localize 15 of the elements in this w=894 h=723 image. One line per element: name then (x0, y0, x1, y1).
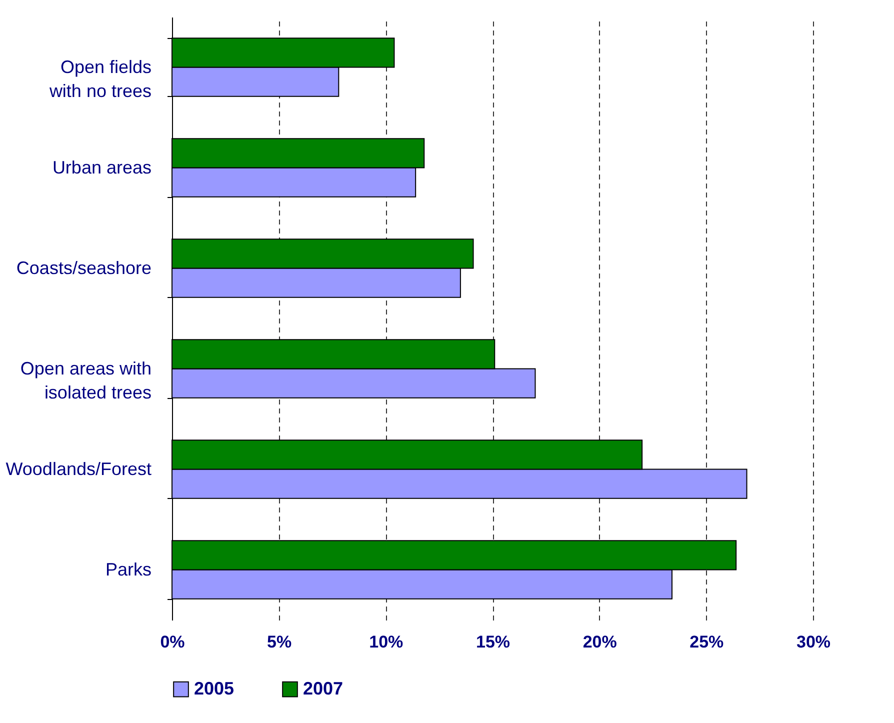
legend-label: 2007 (303, 678, 344, 698)
legend-label: 2005 (194, 678, 234, 698)
x-tick-label: 20% (582, 632, 617, 652)
y-tick-label: Urban areas (52, 157, 152, 178)
x-tick-label: 5% (267, 632, 292, 652)
x-tick-label: 25% (690, 632, 724, 652)
y-tick-label: Open areas with isolated trees (20, 358, 152, 402)
y-tick-label: Coasts/seashore (16, 258, 152, 278)
x-tick-label: 30% (796, 632, 831, 652)
y-tick-label: Woodlands/Forest (6, 458, 152, 479)
y-tick-label: Parks (105, 559, 152, 580)
x-tick-label: 0% (160, 632, 185, 652)
x-tick-label: 10% (369, 632, 404, 652)
x-tick-label: 15% (476, 632, 510, 652)
y-tick-label: Open fields with no trees (48, 56, 152, 101)
